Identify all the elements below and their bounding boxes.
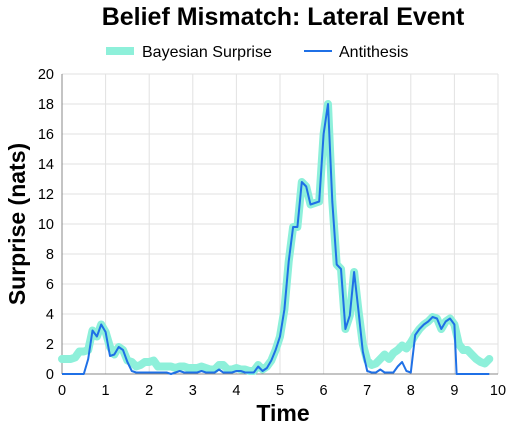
y-tick-label: 2 xyxy=(46,337,54,353)
series-line-bayesian-surprise xyxy=(58,100,494,375)
y-tick-label: 16 xyxy=(38,127,54,143)
plot-area xyxy=(58,100,494,375)
y-tick-label: 14 xyxy=(38,157,54,173)
x-tick-label: 6 xyxy=(320,383,328,399)
y-tick-label: 18 xyxy=(38,97,54,113)
legend-label-antithesis: Antithesis xyxy=(339,44,408,61)
x-tick-label: 2 xyxy=(145,383,153,399)
x-tick-label: 7 xyxy=(363,383,371,399)
y-tick-label: 4 xyxy=(46,307,54,323)
x-axis-title: Time xyxy=(256,400,309,426)
series-line-antithesis xyxy=(62,103,490,375)
x-tick-label: 8 xyxy=(407,383,415,399)
x-tick-label: 10 xyxy=(490,383,506,399)
x-tick-label: 5 xyxy=(276,383,284,399)
y-tick-label: 10 xyxy=(38,217,54,233)
y-tick-label: 6 xyxy=(46,277,54,293)
y-tick-label: 8 xyxy=(46,247,54,263)
x-tick-label: 4 xyxy=(232,383,240,399)
chart-title: Belief Mismatch: Lateral Event xyxy=(102,3,465,31)
legend: Bayesian Surprise Antithesis xyxy=(106,44,408,61)
x-tick-label: 3 xyxy=(189,383,197,399)
y-tick-label: 0 xyxy=(46,367,54,383)
x-tick-label: 9 xyxy=(450,383,458,399)
legend-label-bayesian-surprise: Bayesian Surprise xyxy=(142,44,272,61)
x-tick-label: 1 xyxy=(102,383,110,399)
x-tick-label: 0 xyxy=(58,383,66,399)
y-tick-label: 12 xyxy=(38,187,54,203)
y-tick-label: 20 xyxy=(38,67,54,83)
y-axis-title: Surprise (nats) xyxy=(4,143,30,305)
